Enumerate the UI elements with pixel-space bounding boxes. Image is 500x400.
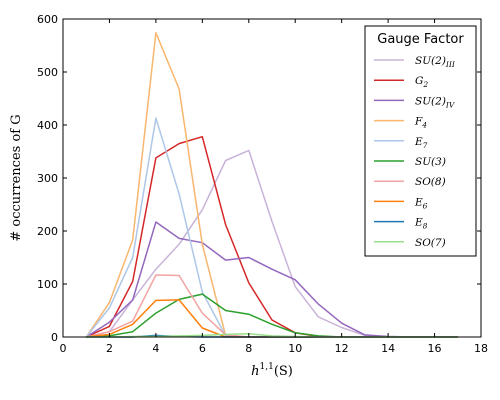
- x-tick-label: 14: [381, 342, 395, 355]
- x-tick-label: 12: [335, 342, 349, 355]
- legend-label: SU(2)III: [415, 55, 456, 69]
- x-tick-label: 18: [474, 342, 488, 355]
- legend-label: G2: [415, 75, 428, 89]
- legend-label: SO(8): [415, 176, 446, 188]
- legend-title: Gauge Factor: [377, 32, 464, 47]
- series-line-7: [86, 299, 458, 338]
- legend-label: E8: [414, 217, 428, 231]
- y-tick-label: 0: [51, 331, 58, 344]
- legend-label: E7: [414, 136, 428, 150]
- series-line-6: [86, 274, 458, 338]
- legend-label: F4: [414, 116, 427, 130]
- legend-label: E6: [414, 196, 428, 210]
- x-tick-label: 6: [199, 342, 206, 355]
- x-tick-label: 0: [60, 342, 67, 355]
- x-tick-label: 2: [106, 342, 113, 355]
- y-tick-label: 200: [37, 225, 58, 238]
- legend-label: SU(2)IV: [415, 95, 456, 109]
- y-tick-label: 600: [37, 13, 58, 26]
- x-tick-label: 10: [288, 342, 302, 355]
- x-axis: 0 2 4 6 8 10 12 14 16 18: [60, 19, 488, 355]
- y-tick-label: 100: [37, 278, 58, 291]
- x-tick-label: 8: [245, 342, 252, 355]
- y-tick-label: 500: [37, 66, 58, 79]
- x-tick-label: 4: [152, 342, 159, 355]
- legend-label: SU(3): [415, 156, 446, 168]
- y-axis-label: # occurrences of G: [9, 114, 24, 241]
- y-axis: 0 100 200 300 400 500 600: [37, 13, 481, 344]
- x-axis-label: h1,1(S): [251, 362, 293, 379]
- legend-label: SO(7): [415, 237, 446, 249]
- y-tick-label: 400: [37, 119, 58, 132]
- x-tick-label: 16: [428, 342, 442, 355]
- legend: Gauge Factor SU(2)III G2 SU(2)IV F4 E7 SU(3) SO…: [364, 25, 477, 257]
- y-tick-label: 300: [37, 172, 58, 185]
